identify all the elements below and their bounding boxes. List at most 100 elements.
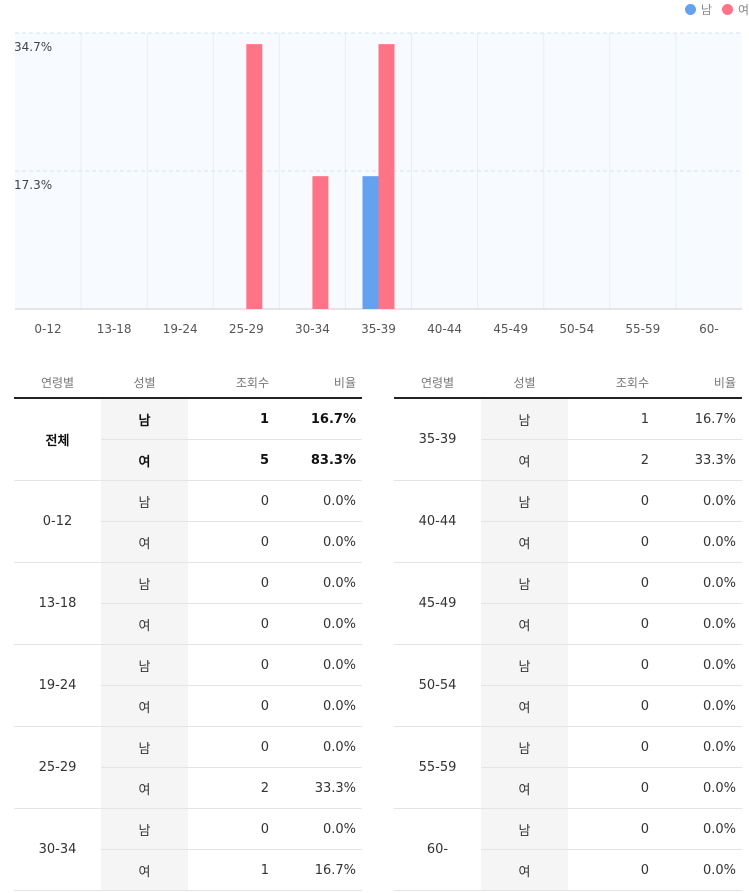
ratio-cell: 0.0% [655, 644, 742, 686]
table-row: 여 0 0.0% [394, 603, 742, 645]
table-row: 25-29 남 0 0.0% [14, 726, 362, 809]
legend-item-male[interactable]: 남 [684, 1, 712, 18]
table-header-row: 연령별 성별 조회수 비율 [14, 367, 362, 399]
views-cell: 0 [568, 562, 655, 604]
views-cell: 5 [188, 439, 275, 481]
ratio-cell: 16.7% [275, 398, 362, 440]
ratio-cell: 0.0% [655, 767, 742, 809]
x-tick-label: 60- [699, 322, 719, 336]
gender-cell: 남 [481, 562, 568, 604]
stats-table-right: 연령별 성별 조회수 비율 35-39 남 1 16.7% 여 2 33.3% 40-44 남 0… [394, 367, 742, 891]
age-group-cell: 25-29 [14, 726, 101, 809]
table-row: 여 1 16.7% [14, 849, 362, 891]
table-row: 여 0 0.0% [394, 685, 742, 727]
age-group-cell: 13-18 [14, 562, 101, 645]
views-cell: 0 [188, 685, 275, 727]
views-cell: 0 [188, 480, 275, 522]
ratio-cell: 0.0% [655, 808, 742, 850]
table-row: 여 5 83.3% [14, 439, 362, 481]
ratio-cell: 0.0% [655, 521, 742, 563]
gender-cell: 여 [101, 685, 188, 727]
x-tick-label: 19-24 [163, 322, 198, 336]
gender-cell: 남 [101, 562, 188, 604]
table-row: 여 2 33.3% [394, 439, 742, 481]
ratio-cell: 0.0% [655, 480, 742, 522]
ratio-cell: 0.0% [275, 726, 362, 768]
ratio-cell: 0.0% [275, 562, 362, 604]
table-row: 45-49 남 0 0.0% [394, 562, 742, 645]
table-row: 여 0 0.0% [394, 767, 742, 809]
views-cell: 0 [568, 644, 655, 686]
gender-cell: 여 [481, 849, 568, 891]
age-group-cell: 45-49 [394, 562, 481, 645]
table-row: 35-39 남 1 16.7% [394, 398, 742, 481]
views-cell: 2 [568, 439, 655, 481]
header-views: 조회수 [188, 367, 275, 399]
gender-cell: 남 [101, 480, 188, 522]
gender-cell: 남 [481, 480, 568, 522]
x-tick-label: 40-44 [427, 322, 462, 336]
ratio-cell: 16.7% [275, 849, 362, 891]
ratio-cell: 0.0% [275, 521, 362, 563]
gender-cell: 남 [101, 726, 188, 768]
views-cell: 1 [188, 849, 275, 891]
views-cell: 0 [568, 521, 655, 563]
table-row: 여 0 0.0% [14, 603, 362, 645]
ratio-cell: 0.0% [655, 685, 742, 727]
bar-female-25-29 [246, 44, 263, 310]
header-age: 연령별 [14, 367, 101, 399]
legend-female-label: 여 [737, 2, 749, 17]
x-tick-label: 50-54 [559, 322, 594, 336]
table-row: 13-18 남 0 0.0% [14, 562, 362, 645]
header-views: 조회수 [568, 367, 655, 399]
gender-cell: 여 [101, 849, 188, 891]
ratio-cell: 0.0% [275, 644, 362, 686]
age-group-cell: 50-54 [394, 644, 481, 727]
views-cell: 1 [188, 398, 275, 440]
table-row: 40-44 남 0 0.0% [394, 480, 742, 563]
views-cell: 0 [188, 603, 275, 645]
table-row: 전체 남 1 16.7% [14, 398, 362, 481]
header-age: 연령별 [394, 367, 481, 399]
header-gender: 성별 [101, 367, 188, 399]
gender-cell: 여 [481, 521, 568, 563]
legend-item-female[interactable]: 여 [721, 1, 749, 18]
chart-legend: 남 여 [675, 0, 749, 18]
x-tick-label: 55-59 [625, 322, 660, 336]
age-gender-bar-chart: 34.7% 17.3% 0-12 13-18 19-24 25-29 30-34 35-39 4… [14, 32, 742, 336]
gender-cell: 남 [481, 726, 568, 768]
views-cell: 0 [568, 603, 655, 645]
table-row: 여 0 0.0% [14, 685, 362, 727]
stats-table-left: 연령별 성별 조회수 비율 전체 남 1 16.7% 여 5 83.3% 0-12 남 0 0.0%… [14, 367, 362, 891]
views-cell: 0 [568, 726, 655, 768]
views-cell: 0 [568, 767, 655, 809]
bar-female-35-39 [378, 44, 395, 310]
views-cell: 0 [568, 685, 655, 727]
views-cell: 0 [188, 644, 275, 686]
views-cell: 0 [568, 808, 655, 850]
table-row: 여 0 0.0% [394, 521, 742, 563]
ratio-cell: 0.0% [655, 849, 742, 891]
table-row: 60- 남 0 0.0% [394, 808, 742, 891]
male-dot-icon [684, 3, 696, 15]
age-group-cell: 19-24 [14, 644, 101, 727]
gender-cell: 여 [101, 521, 188, 563]
gender-cell: 여 [101, 767, 188, 809]
gender-cell: 남 [481, 644, 568, 686]
ratio-cell: 0.0% [275, 480, 362, 522]
age-group-cell: 55-59 [394, 726, 481, 809]
views-cell: 0 [188, 521, 275, 563]
table-row: 여 0 0.0% [14, 521, 362, 563]
views-cell: 0 [188, 562, 275, 604]
age-group-cell: 0-12 [14, 480, 101, 563]
table-row: 19-24 남 0 0.0% [14, 644, 362, 727]
gender-cell: 여 [481, 439, 568, 481]
views-cell: 1 [568, 398, 655, 440]
x-tick-label: 35-39 [361, 322, 396, 336]
ratio-cell: 33.3% [655, 439, 742, 481]
ratio-cell: 0.0% [655, 726, 742, 768]
gender-cell: 여 [481, 603, 568, 645]
y-tick-label: 34.7% [14, 40, 52, 54]
bar-male-35-39 [362, 176, 379, 309]
x-tick-label: 30-34 [295, 322, 330, 336]
